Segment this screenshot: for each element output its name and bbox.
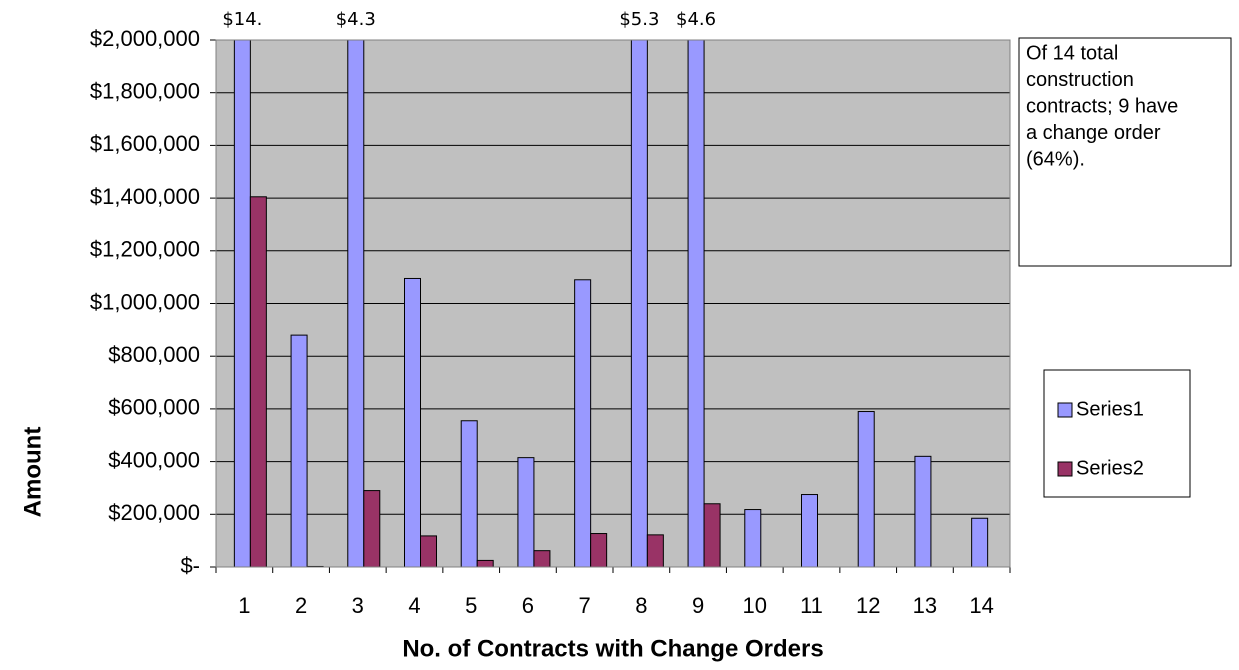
- x-tick-label: 12: [856, 593, 880, 618]
- data-label: $4.3: [336, 9, 376, 30]
- legend-swatch: [1057, 402, 1073, 418]
- bar: [914, 455, 932, 568]
- annotation-box: [1018, 37, 1232, 267]
- y-tick-label: $600,000: [108, 395, 200, 420]
- bar: [533, 550, 551, 568]
- bar: [703, 503, 721, 568]
- y-axis-label: Amount: [19, 427, 46, 518]
- x-tick-label: 9: [692, 593, 704, 618]
- x-tick-label: 8: [635, 593, 647, 618]
- legend-label: Series1: [1076, 398, 1144, 420]
- x-tick-label: 11: [800, 593, 823, 618]
- bar: [971, 517, 989, 568]
- data-label: $4.6: [676, 9, 716, 30]
- y-tick-label: $2,000,000: [90, 26, 200, 51]
- x-axis-label: No. of Contracts with Change Orders: [402, 635, 823, 662]
- x-tick-label: 5: [465, 593, 477, 618]
- x-tick-label: 4: [408, 593, 420, 618]
- y-tick-label: $1,000,000: [90, 289, 200, 314]
- y-tick-label: $400,000: [108, 447, 200, 472]
- annotation-line: (64%).: [1026, 148, 1085, 170]
- bar: [574, 279, 592, 568]
- annotation-line: contracts; 9 have: [1026, 95, 1178, 117]
- bar: [630, 40, 648, 568]
- x-tick-label: 10: [743, 593, 767, 618]
- bar: [590, 533, 608, 568]
- y-tick-label: $1,400,000: [90, 184, 200, 209]
- bar: [857, 411, 875, 568]
- annotation-line: Of 14 total: [1026, 42, 1118, 64]
- annotation-line: a change order: [1026, 122, 1161, 144]
- bar: [744, 509, 762, 568]
- y-tick-label: $1,600,000: [90, 131, 200, 156]
- y-tick-label: $1,800,000: [90, 79, 200, 104]
- bar: [249, 196, 267, 568]
- bars: [233, 40, 989, 568]
- bar: [801, 494, 818, 568]
- bar: [517, 457, 535, 568]
- bar: [347, 40, 365, 568]
- y-tick-label: $800,000: [108, 342, 200, 367]
- bar: [363, 490, 381, 568]
- bar: [476, 559, 494, 568]
- x-tick-label: 13: [913, 593, 937, 618]
- y-tick-label: $1,200,000: [90, 237, 200, 262]
- x-tick-label: 3: [352, 593, 364, 618]
- annotation-line: construction: [1026, 69, 1134, 91]
- data-label: $5.3: [619, 9, 659, 30]
- plot-border: [215, 39, 1011, 568]
- x-tick-label: 6: [522, 593, 534, 618]
- y-tick-label: $200,000: [108, 500, 200, 525]
- x-tick-label: 7: [579, 593, 591, 618]
- bar: [404, 277, 421, 568]
- bar: [420, 535, 437, 568]
- x-tick-label: 14: [969, 593, 993, 618]
- legend-swatch: [1057, 461, 1073, 477]
- bar: [460, 420, 478, 568]
- y-tick-label: $-: [180, 553, 200, 578]
- x-tick-label: 2: [295, 593, 307, 618]
- x-tick-label: 1: [238, 593, 250, 618]
- bar: [290, 334, 308, 568]
- bar: [687, 40, 705, 568]
- legend-label: Series2: [1076, 457, 1144, 479]
- bar: [233, 40, 251, 568]
- data-label: $14.: [222, 9, 262, 30]
- bar: [646, 534, 664, 568]
